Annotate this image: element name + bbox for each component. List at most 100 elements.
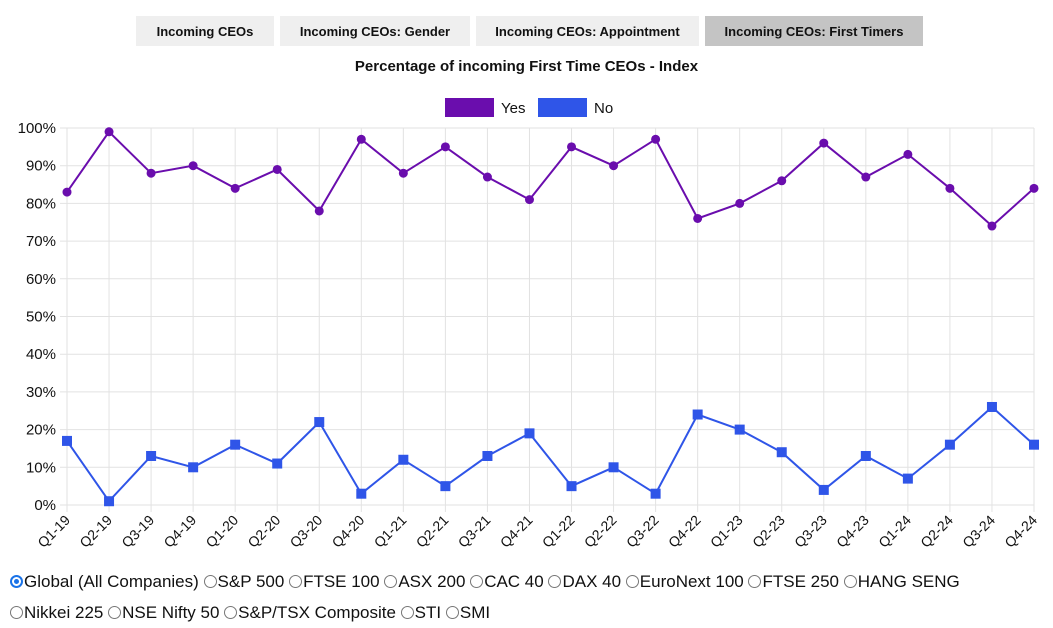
series-no-point	[902, 473, 913, 484]
series-no-point	[860, 450, 871, 461]
series-yes-point	[146, 168, 156, 178]
series-no-point	[650, 488, 661, 499]
radio-button-hang-seng[interactable]	[843, 575, 857, 588]
series-yes-point	[230, 183, 240, 193]
legend-yes-label: Yes	[501, 100, 525, 117]
series-yes-point	[903, 149, 913, 159]
y-tick-label: 50%	[26, 309, 56, 326]
legend-yes-swatch	[445, 98, 494, 117]
y-tick-label: 70%	[26, 233, 56, 250]
series-yes-point	[440, 142, 450, 152]
series-yes-point	[356, 134, 366, 144]
radio-label: SMI	[459, 603, 491, 622]
radio-button-smi[interactable]	[445, 606, 459, 619]
series-yes-point	[188, 161, 198, 171]
radio-option-sti[interactable]: STI	[400, 603, 442, 622]
series-yes-line	[66, 130, 1035, 228]
radio-option-ftse-100[interactable]: FTSE 100	[289, 572, 380, 591]
series-yes-point	[314, 206, 324, 216]
series-yes-point	[398, 168, 408, 178]
legend-no-label: No	[594, 100, 613, 117]
radio-label: CAC 40	[484, 572, 544, 591]
x-tick-label: Q4-22	[665, 512, 704, 551]
series-yes-point	[1029, 183, 1039, 193]
series-yes-point	[987, 221, 997, 231]
radio-option-cac-40[interactable]: CAC 40	[470, 572, 544, 591]
series-no-point	[188, 462, 199, 473]
series-yes-point	[609, 161, 619, 171]
radio-button-cac-40[interactable]	[470, 575, 484, 588]
series-no-point	[776, 447, 787, 458]
radio-button-euronext-100[interactable]	[625, 575, 639, 588]
radio-button-ftse-100[interactable]	[289, 575, 303, 588]
series-yes-point	[567, 142, 577, 152]
radio-option-nse-nifty-50[interactable]: NSE Nifty 50	[108, 603, 219, 622]
radio-option-euronext-100[interactable]: EuroNext 100	[625, 572, 744, 591]
x-tick-label: Q2-21	[413, 512, 452, 551]
radio-option-smi[interactable]: SMI	[445, 603, 491, 622]
radio-label: Global (All Companies)	[24, 572, 199, 591]
series-yes-point	[777, 176, 787, 186]
series-no-point	[272, 458, 283, 469]
radio-button-s-p-500[interactable]	[203, 575, 217, 588]
y-tick-label: 20%	[26, 422, 56, 439]
radio-button-s-p-tsx-composite[interactable]	[224, 606, 238, 619]
series-yes-point	[693, 213, 703, 223]
radio-button-sti[interactable]	[400, 606, 414, 619]
series-no-point	[1029, 439, 1039, 450]
tab-incoming-ceos-first-timers[interactable]: Incoming CEOs: First Timers	[705, 16, 923, 46]
radio-label: EuroNext 100	[639, 572, 744, 591]
radio-option-hang-seng[interactable]: HANG SENG	[843, 572, 960, 591]
x-tick-label: Q4-19	[160, 512, 199, 551]
radio-option-nikkei-225[interactable]: Nikkei 225	[10, 603, 103, 622]
series-no-point	[944, 439, 955, 450]
radio-option-s-p-500[interactable]: S&P 500	[203, 572, 285, 591]
tab-incoming-ceos[interactable]: Incoming CEOs	[136, 16, 274, 46]
series-no-line	[66, 405, 1035, 503]
x-tick-label: Q2-24	[917, 512, 956, 551]
x-tick-label: Q4-24	[1001, 512, 1040, 551]
radio-button-ftse-250[interactable]	[748, 575, 762, 588]
radio-button-dax-40[interactable]	[548, 575, 562, 588]
series-yes-point	[482, 172, 492, 182]
radio-option-asx-200[interactable]: ASX 200	[384, 572, 465, 591]
radio-button-asx-200[interactable]	[384, 575, 398, 588]
x-tick-label: Q3-22	[623, 512, 662, 551]
series-no-point	[230, 439, 241, 450]
y-tick-label: 60%	[26, 271, 56, 288]
radio-button-global-all-companies[interactable]	[10, 575, 23, 588]
radio-option-dax-40[interactable]: DAX 40	[548, 572, 621, 591]
radio-button-nse-nifty-50[interactable]	[108, 606, 122, 619]
x-tick-label: Q4-20	[329, 512, 368, 551]
tab-incoming-ceos-appointment[interactable]: Incoming CEOs: Appointment	[476, 16, 699, 46]
radio-label: FTSE 100	[303, 572, 380, 591]
series-no-point	[356, 488, 367, 499]
radio-label: S&P 500	[217, 572, 285, 591]
radio-option-ftse-250[interactable]: FTSE 250	[748, 572, 839, 591]
radio-button-nikkei-225[interactable]	[10, 606, 23, 619]
x-tick-label: Q3-20	[287, 512, 326, 551]
radio-label: ASX 200	[398, 572, 466, 591]
radio-label: HANG SENG	[857, 572, 960, 591]
radio-label: STI	[414, 603, 442, 622]
radio-option-global-all-companies[interactable]: Global (All Companies)	[10, 572, 199, 591]
chart-tabs: Incoming CEOs Incoming CEOs: Gender Inco…	[0, 16, 1053, 46]
radio-option-s-p-tsx-composite[interactable]: S&P/TSX Composite	[224, 603, 396, 622]
x-tick-label: Q2-23	[749, 512, 788, 551]
radio-label: DAX 40	[562, 572, 622, 591]
radio-label: S&P/TSX Composite	[238, 603, 396, 622]
series-no-point	[146, 450, 157, 461]
y-tick-label: 10%	[26, 459, 56, 476]
series-yes-point	[735, 198, 745, 208]
x-tick-label: Q4-23	[833, 512, 872, 551]
series-no-point	[986, 401, 997, 412]
radio-label: NSE Nifty 50	[122, 603, 220, 622]
y-tick-label: 40%	[26, 346, 56, 363]
series-yes-point	[651, 134, 661, 144]
x-tick-label: Q2-22	[581, 512, 620, 551]
index-radio-group: Global (All Companies) S&P 500 FTSE 100 …	[10, 566, 1040, 628]
series-no-point	[398, 454, 409, 465]
series-no-point	[566, 481, 577, 492]
series-yes-point	[524, 195, 534, 205]
tab-incoming-ceos-gender[interactable]: Incoming CEOs: Gender	[280, 16, 470, 46]
